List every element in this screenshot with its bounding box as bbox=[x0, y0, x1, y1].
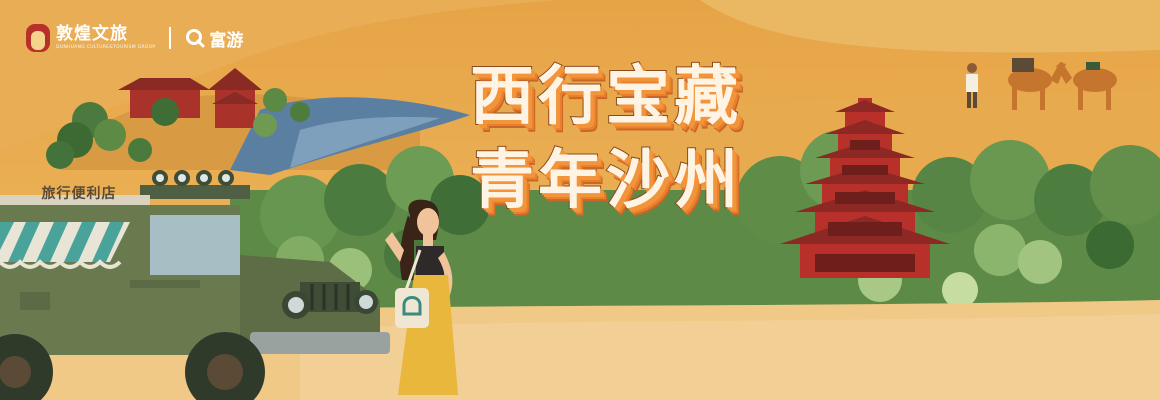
dunhuang-arch-logo bbox=[26, 24, 50, 52]
jeep-store-sign: 旅行便利店 bbox=[41, 186, 117, 202]
brand-subtitle: DUNHUANG CULTURE&TOURISM GROUP bbox=[56, 44, 156, 50]
hill-temple bbox=[46, 68, 470, 175]
brand-divider bbox=[169, 27, 172, 49]
girl-traveler bbox=[385, 199, 458, 395]
brand-name: 敦煌文旅 bbox=[56, 23, 128, 44]
title-line-2: 青年沙州 bbox=[469, 143, 742, 219]
brand-text: 敦煌文旅 DUNHUANG CULTURE&TOURISM GROUP bbox=[56, 23, 156, 51]
jeep bbox=[0, 170, 390, 400]
brand-bar: 敦煌文旅 DUNHUANG CULTURE&TOURISM GROUP 富游 bbox=[26, 22, 243, 54]
headline: 西行宝藏 青年沙州 bbox=[469, 58, 790, 220]
q-search-icon bbox=[186, 29, 205, 48]
pagoda bbox=[780, 98, 950, 278]
camel-caravan bbox=[966, 58, 1117, 110]
dunhuang-logo-icon bbox=[26, 24, 50, 52]
title-line-1: 西行宝藏 bbox=[469, 59, 742, 135]
partner-name: 富游 bbox=[209, 30, 244, 51]
